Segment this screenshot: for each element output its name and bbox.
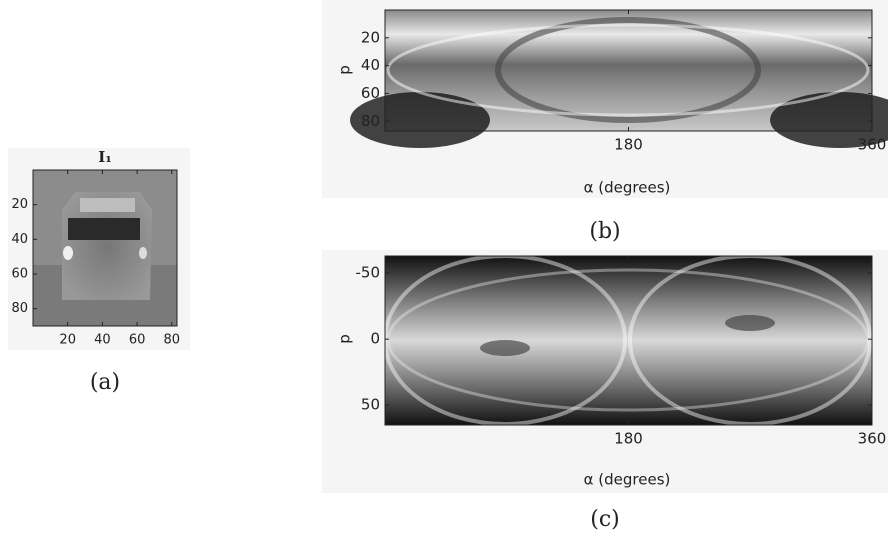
y-tick-label: 40 — [11, 232, 28, 247]
y-tick-label: 50 — [361, 396, 380, 414]
x-tick-label: 40 — [94, 333, 111, 348]
car-image — [33, 170, 177, 326]
y-tick-label: 60 — [361, 84, 380, 102]
y-tick-label: 80 — [361, 112, 380, 130]
panel-title: I₁ — [98, 148, 112, 166]
x-tick-label: 360 — [858, 430, 887, 448]
x-tick-label: 80 — [164, 333, 181, 348]
x-tick-label: 20 — [59, 333, 76, 348]
caption: (c) — [590, 507, 620, 532]
y-tick-label: 20 — [11, 197, 28, 212]
caption: (b) — [589, 219, 620, 244]
x-tick-label: 360 — [858, 136, 887, 154]
y-axis-label: p — [336, 334, 354, 344]
y-tick-label: 80 — [11, 301, 28, 316]
y-tick-label: 40 — [361, 56, 380, 74]
y-axis-label: p — [336, 65, 354, 75]
sinogram-b — [350, 10, 888, 148]
y-tick-label: 60 — [11, 267, 28, 282]
y-tick-label: 0 — [370, 330, 380, 348]
y-tick-label: -50 — [356, 264, 381, 282]
x-axis-label: α (degrees) — [584, 179, 671, 197]
caption: (a) — [90, 370, 120, 395]
sinogram-c — [383, 254, 872, 426]
x-tick-label: 180 — [614, 430, 643, 448]
x-tick-label: 180 — [614, 136, 643, 154]
x-tick-label: 60 — [129, 333, 146, 348]
y-tick-label: 20 — [361, 28, 380, 46]
axes-frame — [32, 169, 178, 327]
x-axis-label: α (degrees) — [584, 471, 671, 489]
